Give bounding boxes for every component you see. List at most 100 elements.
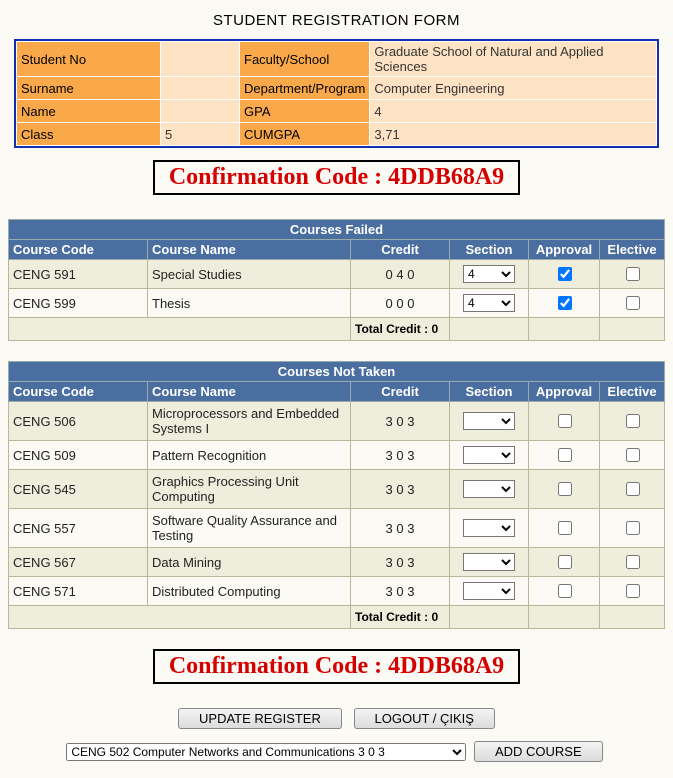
approval-checkbox[interactable] (558, 267, 572, 281)
cell-course-code: CENG 545 (9, 470, 148, 509)
th-course-name: Course Name (148, 382, 351, 402)
student-info-panel: Student No Faculty/School Graduate Schoo… (14, 39, 659, 148)
label-faculty: Faculty/School (240, 42, 370, 77)
cell-credit: 0 4 0 (351, 260, 450, 289)
table-row: CENG 571Distributed Computing3 0 3 (9, 577, 665, 606)
value-faculty: Graduate School of Natural and Applied S… (370, 42, 657, 77)
cell-section: 4 (450, 289, 529, 318)
cell-credit: 3 0 3 (351, 577, 450, 606)
cell-course-code: CENG 509 (9, 441, 148, 470)
courses-failed-table: Courses Failed Course Code Course Name C… (8, 219, 665, 341)
cell-course-name: Data Mining (148, 548, 351, 577)
cell-elective (600, 402, 665, 441)
cell-section (450, 548, 529, 577)
table-row: CENG 567Data Mining3 0 3 (9, 548, 665, 577)
cell-course-name: Special Studies (148, 260, 351, 289)
section-select[interactable]: 4 (463, 294, 515, 312)
elective-checkbox[interactable] (626, 296, 640, 310)
table-row: CENG 557Software Quality Assurance and T… (9, 509, 665, 548)
approval-checkbox[interactable] (558, 521, 572, 535)
courses-nottaken-table: Courses Not Taken Course Code Course Nam… (8, 361, 665, 629)
table-row: CENG 599Thesis0 0 04 (9, 289, 665, 318)
add-course-select[interactable]: CENG 502 Computer Networks and Communica… (66, 743, 466, 761)
cell-course-code: CENG 506 (9, 402, 148, 441)
value-student-no (161, 42, 240, 77)
cell-credit: 3 0 3 (351, 470, 450, 509)
approval-checkbox[interactable] (558, 482, 572, 496)
th-section: Section (450, 240, 529, 260)
th-credit: Credit (351, 382, 450, 402)
approval-checkbox[interactable] (558, 414, 572, 428)
section-select[interactable] (463, 480, 515, 498)
value-cumgpa: 3,71 (370, 123, 657, 146)
th-elective: Elective (600, 382, 665, 402)
cell-approval (529, 509, 600, 548)
cell-course-code: CENG 599 (9, 289, 148, 318)
table-row: CENG 545Graphics Processing Unit Computi… (9, 470, 665, 509)
value-surname (161, 77, 240, 100)
elective-checkbox[interactable] (626, 414, 640, 428)
total-credit-label: Total Credit : 0 (351, 606, 450, 629)
value-class: 5 (161, 123, 240, 146)
elective-checkbox[interactable] (626, 482, 640, 496)
confirmation-code: 4DDB68A9 (388, 164, 504, 190)
value-dept: Computer Engineering (370, 77, 657, 100)
total-row: Total Credit : 0 (9, 318, 665, 341)
cell-elective (600, 289, 665, 318)
cell-elective (600, 470, 665, 509)
elective-checkbox[interactable] (626, 267, 640, 281)
section-select[interactable] (463, 582, 515, 600)
courses-nottaken-caption: Courses Not Taken (9, 362, 665, 382)
section-select[interactable] (463, 553, 515, 571)
label-student-no: Student No (17, 42, 161, 77)
th-course-code: Course Code (9, 382, 148, 402)
confirmation-prefix: Confirmation Code : (169, 653, 388, 679)
elective-checkbox[interactable] (626, 584, 640, 598)
cell-course-code: CENG 557 (9, 509, 148, 548)
cell-course-name: Thesis (148, 289, 351, 318)
logout-button[interactable]: LOGOUT / ÇIKIŞ (354, 708, 495, 729)
approval-checkbox[interactable] (558, 584, 572, 598)
elective-checkbox[interactable] (626, 555, 640, 569)
section-select[interactable] (463, 519, 515, 537)
elective-checkbox[interactable] (626, 521, 640, 535)
section-select[interactable] (463, 446, 515, 464)
table-header-row: Course Code Course Name Credit Section A… (9, 382, 665, 402)
table-row: CENG 506Microprocessors and Embedded Sys… (9, 402, 665, 441)
th-elective: Elective (600, 240, 665, 260)
table-row: CENG 591Special Studies0 4 04 (9, 260, 665, 289)
section-select[interactable] (463, 412, 515, 430)
confirmation-code-box: Confirmation Code : 4DDB68A9 (153, 160, 520, 195)
elective-checkbox[interactable] (626, 448, 640, 462)
student-info-table: Student No Faculty/School Graduate Schoo… (16, 41, 657, 146)
section-select[interactable]: 4 (463, 265, 515, 283)
cell-elective (600, 548, 665, 577)
label-name: Name (17, 100, 161, 123)
cell-elective (600, 260, 665, 289)
add-course-button[interactable]: ADD COURSE (474, 741, 603, 762)
cell-course-code: CENG 567 (9, 548, 148, 577)
confirmation-prefix: Confirmation Code : (169, 164, 388, 190)
cell-section (450, 470, 529, 509)
confirmation-code-box: Confirmation Code : 4DDB68A9 (153, 649, 520, 684)
total-row: Total Credit : 0 (9, 606, 665, 629)
courses-failed-caption: Courses Failed (9, 220, 665, 240)
cell-section (450, 577, 529, 606)
cell-elective (600, 441, 665, 470)
approval-checkbox[interactable] (558, 296, 572, 310)
label-class: Class (17, 123, 161, 146)
cell-approval (529, 470, 600, 509)
cell-credit: 3 0 3 (351, 509, 450, 548)
cell-section (450, 441, 529, 470)
approval-checkbox[interactable] (558, 555, 572, 569)
label-dept: Department/Program (240, 77, 370, 100)
th-credit: Credit (351, 240, 450, 260)
approval-checkbox[interactable] (558, 448, 572, 462)
value-name (161, 100, 240, 123)
cell-course-name: Microprocessors and Embedded Systems I (148, 402, 351, 441)
cell-elective (600, 577, 665, 606)
cell-approval (529, 441, 600, 470)
update-register-button[interactable]: UPDATE REGISTER (178, 708, 342, 729)
page-title: STUDENT REGISTRATION FORM (8, 12, 665, 29)
cell-approval (529, 260, 600, 289)
